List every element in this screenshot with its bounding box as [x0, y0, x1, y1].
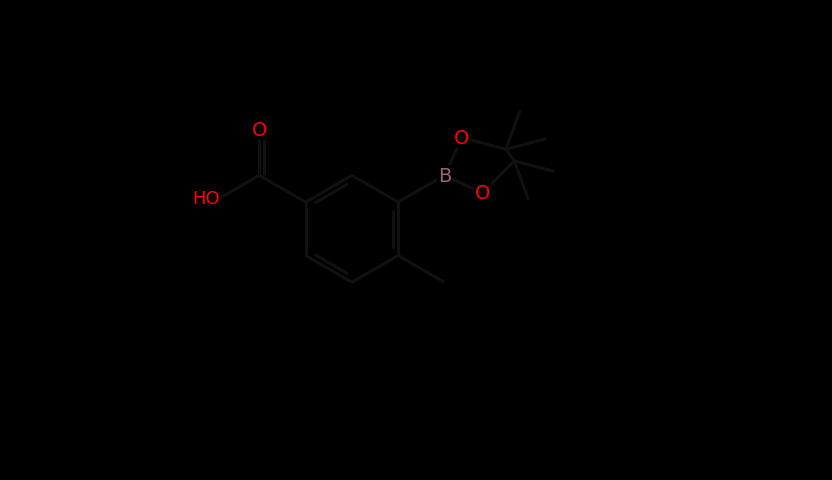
Text: O: O — [251, 121, 267, 140]
Text: HO: HO — [192, 190, 220, 208]
Text: O: O — [474, 184, 490, 203]
Text: B: B — [438, 167, 451, 185]
Text: O: O — [454, 129, 470, 148]
